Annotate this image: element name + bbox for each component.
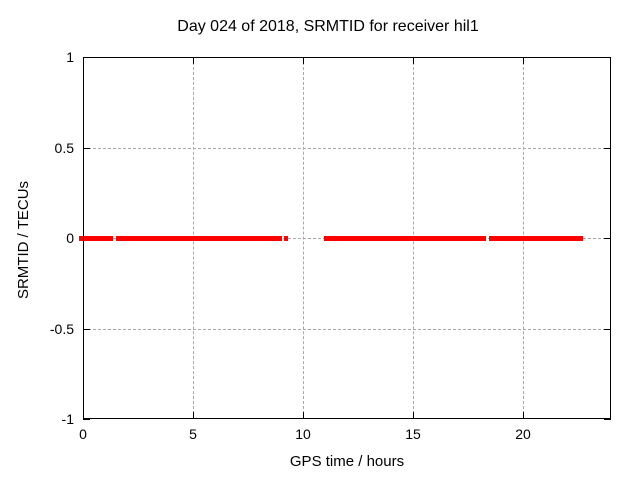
- plot-area: [79, 57, 611, 420]
- y-tick-mark-right: [604, 419, 611, 420]
- y-tick-label: 0.5: [54, 140, 74, 156]
- y-tick-mark-right: [604, 329, 611, 330]
- chart-title: Day 024 of 2018, SRMTID for receiver hil…: [177, 18, 479, 35]
- y-tick-label: -0.5: [49, 321, 74, 337]
- x-tick-label: 10: [295, 426, 311, 442]
- y-tick-mark: [83, 148, 90, 149]
- y-gridline: [83, 148, 611, 149]
- x-tick-mark-top: [83, 57, 84, 64]
- y-tick-mark: [83, 329, 90, 330]
- data-segment: [284, 236, 288, 241]
- y-tick-mark-right: [604, 57, 611, 58]
- y-tick-mark: [83, 419, 90, 420]
- x-tick-label: 0: [79, 426, 87, 442]
- x-axis-label: GPS time / hours: [289, 453, 405, 470]
- data-segment: [116, 236, 282, 241]
- y-tick-label: 1: [66, 49, 74, 65]
- y-tick-mark-right: [604, 238, 611, 239]
- y-tick-mark-right: [604, 148, 611, 149]
- x-tick-mark: [303, 412, 304, 419]
- y-tick-label: -1: [61, 411, 74, 427]
- x-tick-label: 5: [189, 426, 197, 442]
- x-tick-mark: [523, 412, 524, 419]
- x-tick-mark-top: [303, 57, 304, 64]
- x-tick-mark-top: [523, 57, 524, 64]
- y-tick-label: 0: [66, 230, 74, 246]
- x-tick-mark: [413, 412, 414, 419]
- x-tick-mark-top: [413, 57, 414, 64]
- x-tick-mark: [193, 412, 194, 419]
- y-gridline: [83, 329, 611, 330]
- data-segment: [324, 236, 486, 241]
- x-tick-mark-top: [193, 57, 194, 64]
- data-segment: [79, 236, 113, 241]
- data-segment: [489, 236, 583, 241]
- x-tick-label: 20: [515, 426, 531, 442]
- x-tick-label: 15: [405, 426, 421, 442]
- y-tick-mark: [83, 57, 90, 58]
- x-tick-mark: [83, 412, 84, 419]
